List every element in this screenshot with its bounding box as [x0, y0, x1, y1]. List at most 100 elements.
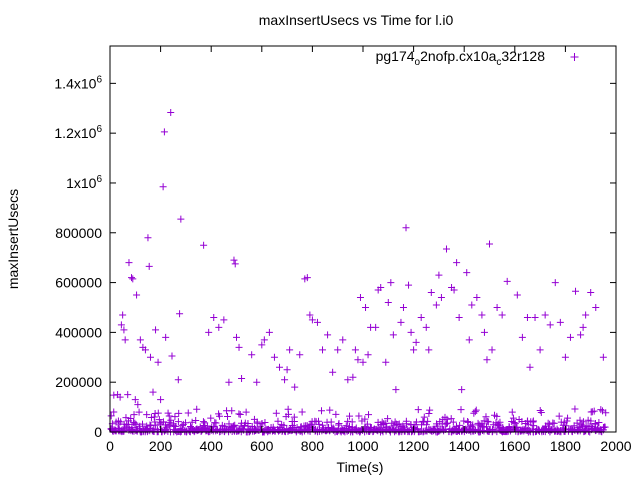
data-point: [192, 416, 200, 424]
data-point: [508, 408, 516, 416]
data-point: [402, 420, 410, 428]
data-point: [422, 421, 430, 429]
data-point: [274, 417, 282, 425]
data-point: [319, 346, 327, 354]
data-point: [235, 410, 243, 418]
data-point: [382, 419, 390, 427]
data-point: [531, 313, 539, 321]
data-point: [135, 408, 143, 416]
data-point: [494, 420, 502, 428]
data-point: [205, 328, 213, 336]
data-point: [335, 420, 343, 428]
data-point: [389, 331, 397, 339]
data-point: [546, 420, 554, 428]
data-point: [566, 333, 574, 341]
data-point: [207, 414, 215, 422]
data-point: [442, 245, 450, 253]
data-point: [482, 423, 490, 431]
y-tick-label-base: 1.2x10: [54, 125, 96, 141]
data-point: [315, 420, 323, 428]
data-point: [164, 409, 172, 417]
y-tick-label-base: 600000: [55, 275, 102, 291]
data-point: [372, 323, 380, 331]
data-point: [405, 281, 413, 289]
data-point: [119, 311, 127, 319]
data-point: [456, 421, 464, 429]
data-point: [483, 356, 491, 364]
data-point: [160, 128, 168, 136]
data-point: [291, 383, 299, 391]
data-point: [523, 313, 531, 321]
y-tick-label: 200000: [55, 374, 102, 390]
data-point: [121, 336, 129, 344]
data-point: [146, 353, 154, 361]
data-point: [261, 418, 269, 426]
data-point: [424, 417, 432, 425]
data-point: [236, 410, 244, 418]
data-point: [564, 414, 572, 422]
chart-title: maxInsertUsecs vs Time for l.i0: [259, 12, 454, 28]
data-point: [154, 409, 162, 417]
legend-label-part: 32r128: [501, 48, 545, 64]
y-tick-label: 400000: [55, 324, 102, 340]
data-point: [133, 291, 141, 299]
data-point: [509, 414, 517, 422]
data-point: [258, 420, 266, 428]
data-point: [326, 406, 334, 414]
data-point: [144, 234, 152, 242]
data-point: [231, 260, 239, 268]
y-tick-label: 1.4x106: [54, 74, 102, 91]
data-point: [315, 417, 323, 425]
data-point: [464, 417, 472, 425]
data-point: [230, 256, 238, 264]
data-point: [176, 310, 184, 318]
data-point: [242, 408, 250, 416]
data-point: [362, 303, 370, 311]
data-point: [561, 353, 569, 361]
legend-label-part: c: [496, 57, 501, 68]
data-point: [107, 412, 115, 420]
y-tick-label-base: 0: [94, 424, 102, 440]
data-point: [308, 316, 316, 324]
data-point: [306, 311, 314, 319]
data-point: [482, 413, 490, 421]
data-point: [296, 351, 304, 359]
data-point: [549, 419, 557, 427]
data-point: [152, 326, 160, 334]
legend-label-part: pg174: [376, 48, 415, 64]
x-tick-label: 1200: [398, 438, 429, 454]
data-point: [378, 424, 386, 432]
data-point: [498, 311, 506, 319]
data-point: [465, 336, 473, 344]
data-point: [582, 311, 590, 319]
data-point: [412, 338, 420, 346]
data-point: [359, 358, 367, 366]
data-point: [162, 333, 170, 341]
data-point: [585, 427, 593, 435]
data-point: [600, 423, 608, 431]
y-tick-label: 0: [94, 424, 102, 440]
data-point: [503, 277, 511, 285]
data-point: [229, 423, 237, 431]
data-point: [286, 346, 294, 354]
data-point: [486, 240, 493, 248]
data-point: [518, 333, 526, 341]
data-point: [450, 286, 458, 294]
data-point: [349, 373, 357, 381]
x-tick-label: 1800: [550, 438, 581, 454]
data-point: [149, 388, 157, 396]
y-tick-label-base: 1.4x10: [54, 75, 96, 91]
data-point: [225, 378, 233, 386]
data-point: [475, 421, 483, 429]
data-point: [215, 323, 223, 331]
legend: pg174o2nofp.cx10ac32r128: [376, 48, 579, 68]
x-tick-label: 200: [149, 438, 173, 454]
data-point: [572, 287, 580, 295]
data-point: [577, 331, 585, 339]
data-point: [155, 416, 163, 424]
data-point: [541, 311, 549, 319]
data-point: [211, 419, 219, 427]
data-point: [414, 406, 422, 414]
data-point: [587, 417, 595, 425]
data-point: [364, 351, 372, 359]
